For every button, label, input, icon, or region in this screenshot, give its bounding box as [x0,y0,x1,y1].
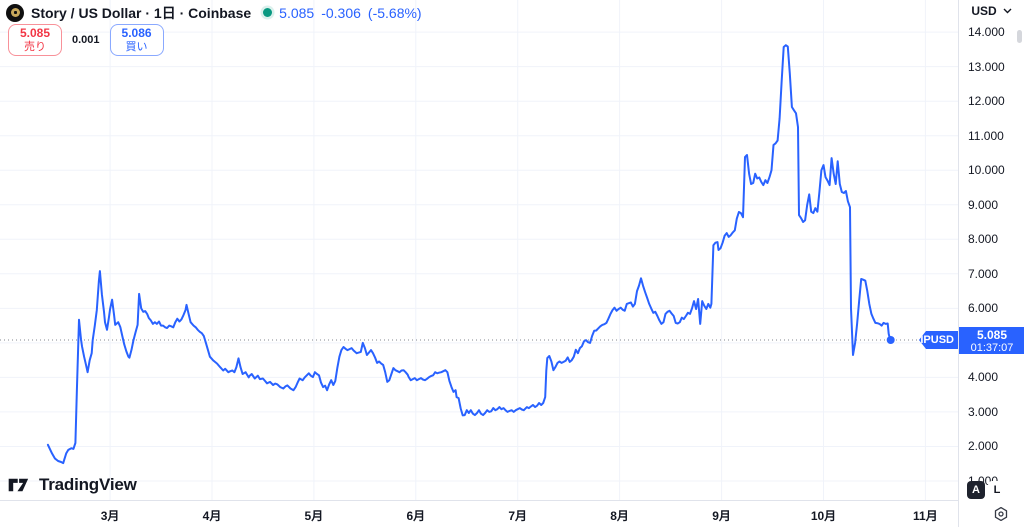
scrollbar-thumb[interactable] [1017,30,1022,43]
price-axis-label: 6.000 [968,301,999,316]
price-axis[interactable]: USD 14.000 13.000 12.000 11.000 10.000 9.000 8… [958,0,1024,527]
auto-scale-button[interactable]: A [967,481,985,499]
price-axis-label: 8.000 [968,232,999,247]
gear-icon [994,506,1008,522]
chart-canvas[interactable]: Story / US Dollar · 1日 · Coinbase 5.085 … [0,0,958,500]
last-price-label: 5.085 [976,327,1008,342]
time-axis-label: 11月 [913,509,938,523]
price-change-value: -0.306 [321,4,361,21]
grid-lines [0,0,958,500]
time-axis-label: 10月 [810,509,837,523]
time-axis-label: 7月 [508,509,528,523]
sell-button[interactable]: 5.085 売り [8,24,62,56]
log-scale-button[interactable]: L [988,481,1006,499]
time-axis-label: 6月 [406,509,426,523]
buy-label: 買い [125,40,148,53]
currency-label: USD [971,4,997,18]
price-axis-label: 10.000 [968,163,1005,178]
time-axis-label: 4月 [202,509,222,523]
price-axis-label: 7.000 [968,266,999,281]
price-axis-label: 11.000 [968,128,1004,143]
sell-label: 売り [24,40,46,53]
sell-price: 5.085 [19,26,51,41]
price-axis-label: 4.000 [968,370,999,385]
price-axis-label: 13.000 [968,59,1005,74]
symbol-title[interactable]: Story / US Dollar · 1日 · Coinbase [31,4,252,21]
price-axis-label: 9.000 [968,197,999,212]
last-price-dot [886,336,895,344]
last-price-badge: 5.085 01:37:07 [959,326,1024,354]
price-axis-label: 14.000 [968,25,1005,40]
story-coin-icon [6,3,24,22]
price-axis-label: 3.000 [968,404,999,419]
spread-value: 0.001 [72,34,100,46]
price-line [46,44,892,465]
price-line-chart [0,0,958,500]
status-dot-icon[interactable] [263,8,273,17]
time-axis[interactable]: 3月 4月 5月 6月 7月 8月 9月 10月 11月 [0,500,1024,527]
time-axis-label: 3月 [100,509,120,523]
last-price-value: 5.085 [279,4,315,21]
tradingview-logo-text: TradingView [39,475,137,494]
time-axis-label: 9月 [712,509,731,523]
symbol-price-tag: IPUSD [919,330,958,349]
buy-price: 5.086 [121,26,152,41]
time-axis-label: 8月 [610,509,629,523]
time-axis-label: 5月 [304,509,324,523]
chevron-down-icon [1003,8,1012,14]
countdown-timer: 01:37:07 [970,341,1014,354]
buy-button[interactable]: 5.086 買い [109,24,164,56]
tradingview-logo-link[interactable]: TradingView [8,475,137,495]
quote-values: 5.085 -0.306 (-5.68%) [279,5,421,21]
currency-selector[interactable]: USD [959,0,1024,22]
symbol-legend: Story / US Dollar · 1日 · Coinbase 5.085 … [6,3,422,22]
price-scale-settings-button[interactable] [992,505,1010,523]
tradingview-logo-icon [8,478,29,492]
price-axis-label: 2.000 [968,439,999,454]
price-axis-label: 12.000 [968,94,1005,109]
order-widget: 5.085 売り 0.001 5.086 買い [8,24,164,56]
price-change-percent: (-5.68%) [367,4,422,21]
